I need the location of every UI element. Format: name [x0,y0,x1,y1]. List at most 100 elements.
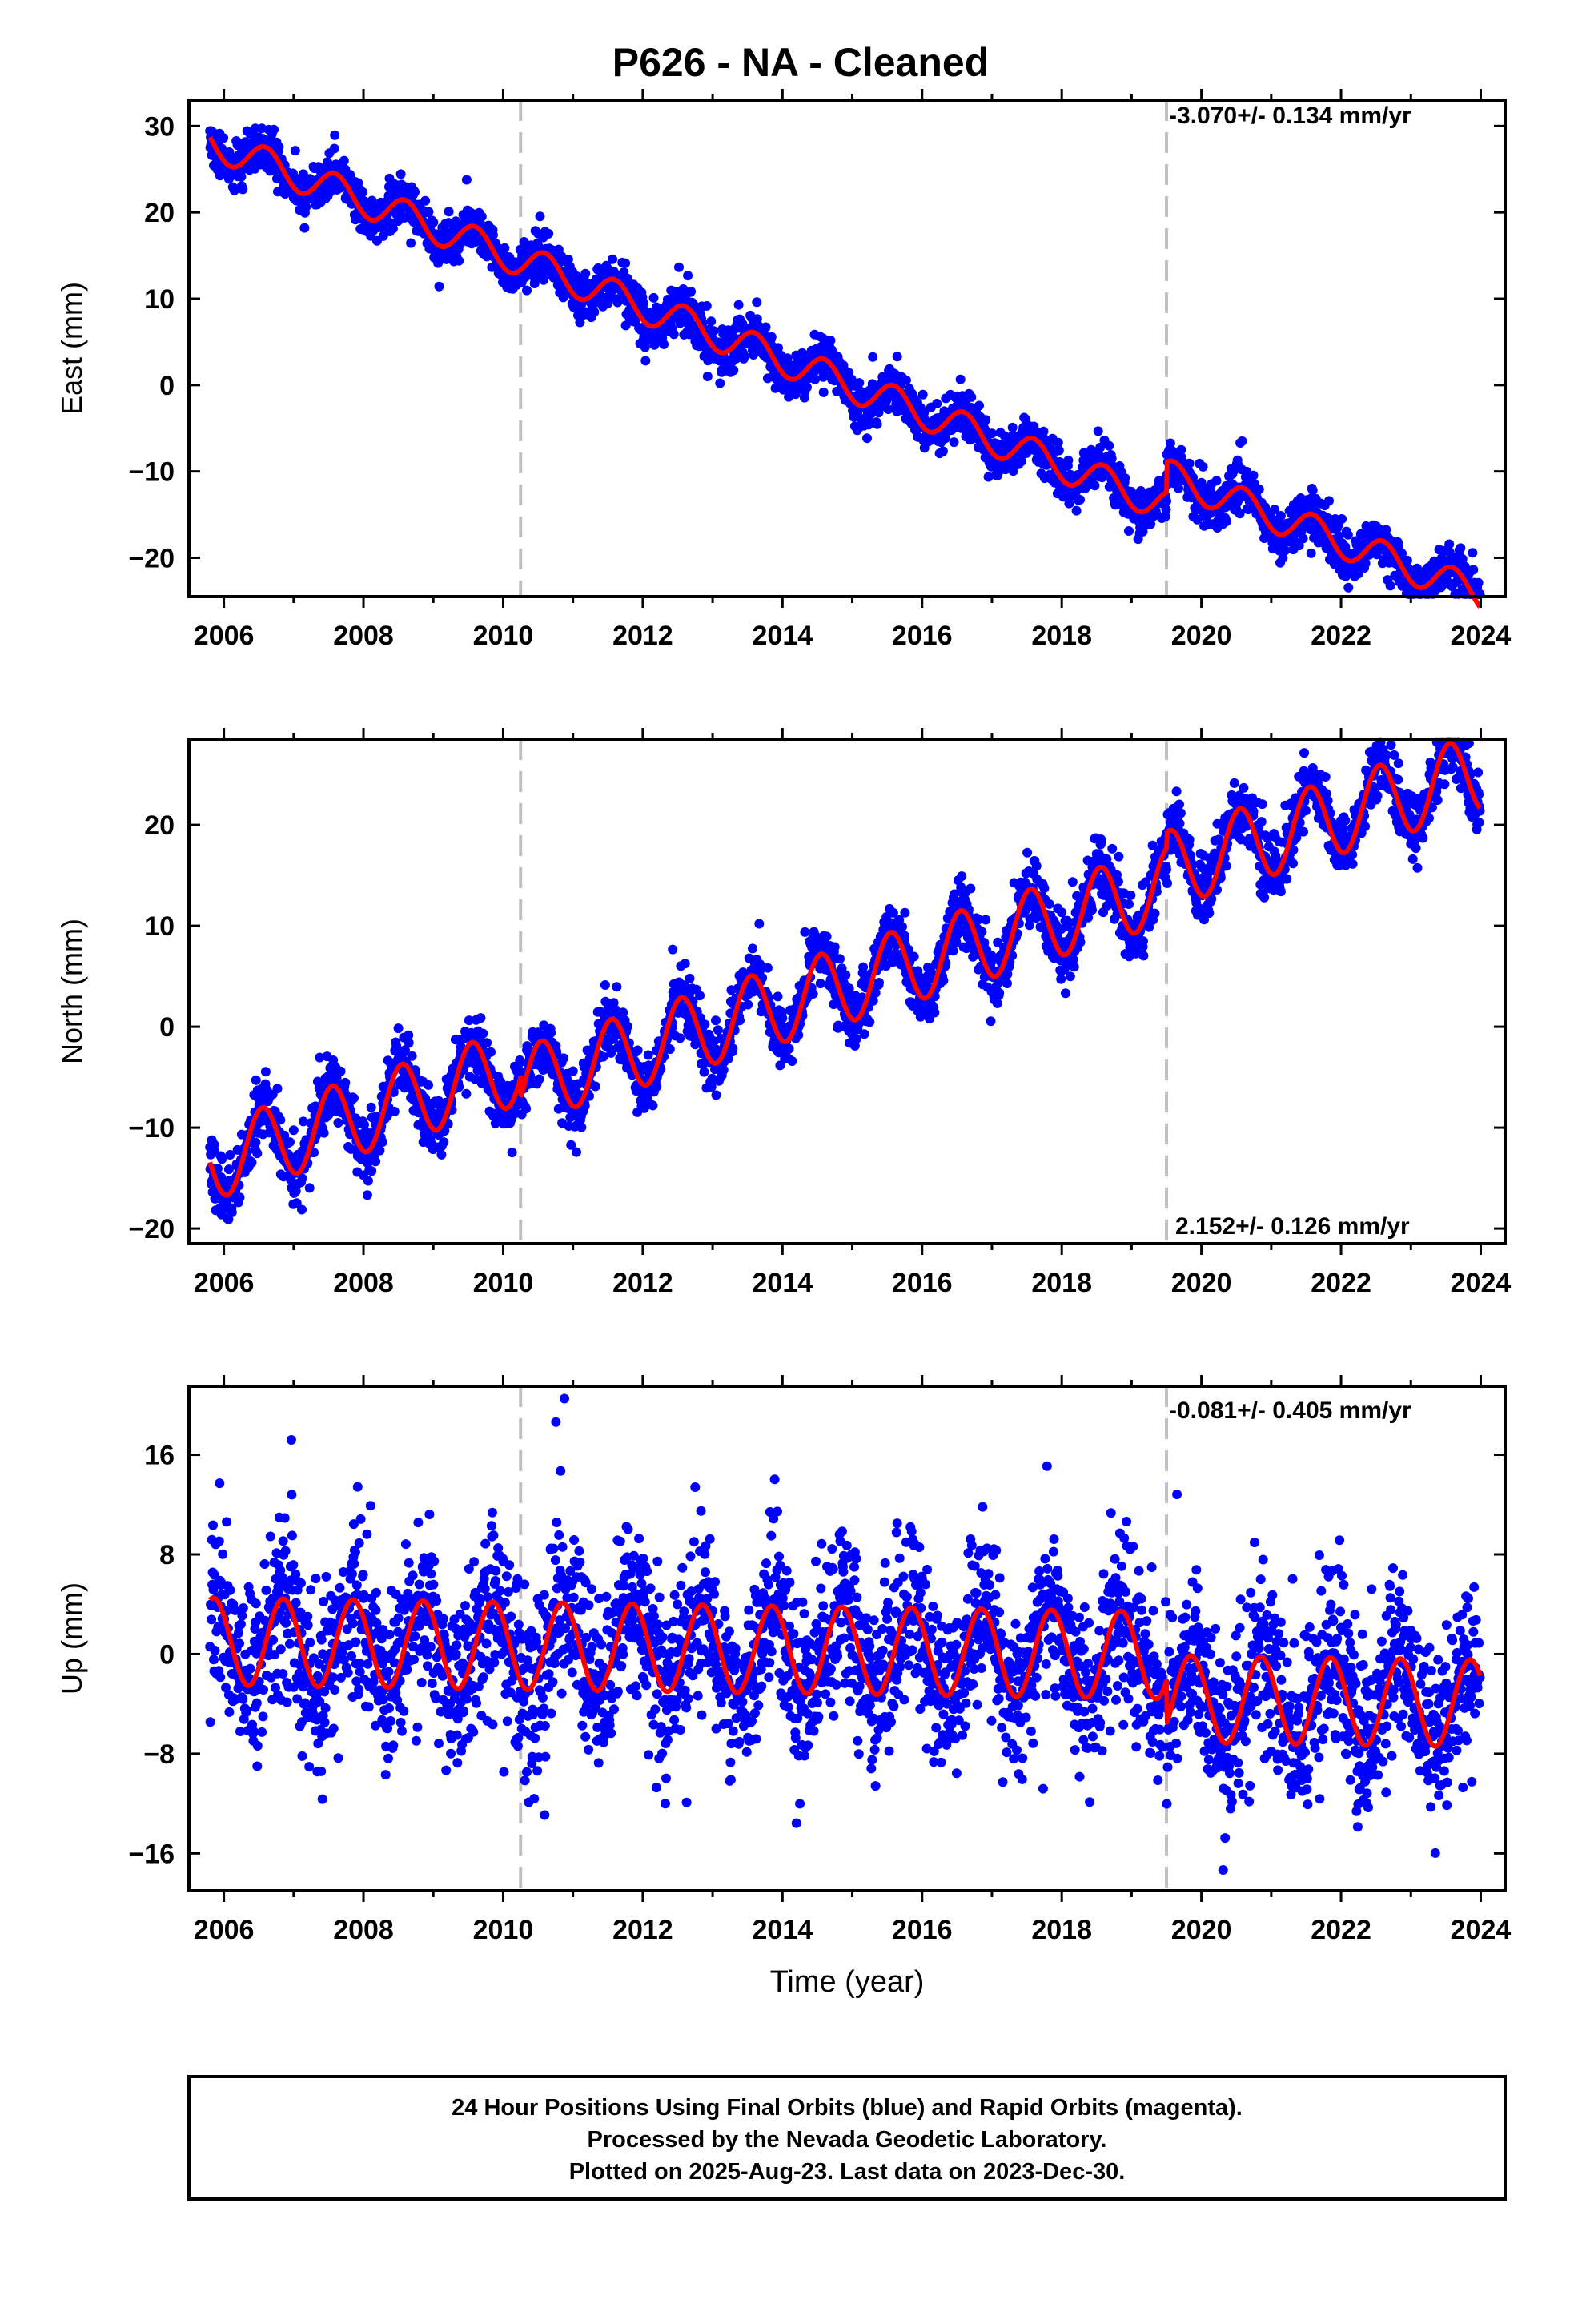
north-data-point [699,1067,709,1077]
east-data-point [219,133,229,143]
east-data-point [974,400,984,411]
east-data-point [1184,458,1195,468]
east-data-point [1298,533,1308,544]
north-data-point [304,1183,315,1193]
east-data-point [706,316,717,327]
north-data-point [821,931,832,942]
north-data-point [835,954,845,964]
north-data-point [275,1115,286,1125]
north-data-point [371,1156,381,1167]
east-data-point [329,143,339,154]
east-data-point [938,446,948,456]
east-data-point [1343,582,1354,593]
east-data-point [1054,445,1064,456]
east-data-point [868,352,878,362]
north-data-point [424,1080,433,1090]
east-data-point [1016,456,1026,467]
east-data-point [862,433,872,444]
north-data-point [668,944,678,955]
north-data-point [700,1019,710,1030]
east-x-tick-label: 2016 [892,621,953,651]
east-data-point [500,243,510,253]
north-data-point [829,942,840,952]
east-data-point [339,155,349,166]
east-data-point [810,374,820,384]
east-data-point [396,169,406,179]
north-data-point [521,1104,532,1114]
north-data-point [439,1137,449,1148]
east-data-point [544,228,554,239]
north-data-point [576,1122,587,1132]
north-data-point [288,1125,299,1136]
north-data-point [748,943,757,954]
east-data-point [966,392,977,402]
north-data-point [800,927,810,937]
north-data-point [568,1066,578,1076]
east-data-point [932,399,942,408]
east-data-point [1254,485,1264,494]
north-data-point [743,999,753,1010]
east-data-point [1275,511,1286,521]
east-markers [519,100,1169,597]
north-data-point [393,1023,404,1034]
east-data-point [406,238,416,248]
east-data-point [444,207,454,217]
east-data-point [420,195,431,206]
north-data-point [348,1093,359,1104]
north-data-point [612,982,622,992]
east-y-tick-label: −10 [128,457,175,488]
east-x-tick-label: 2012 [612,621,673,651]
east-data-point [917,389,928,400]
east-axis-label: East (mm) [55,282,88,415]
north-data-point [478,1028,488,1039]
east-data-point [1473,577,1484,588]
north-data-point [648,1100,658,1111]
east-data-point [892,352,902,362]
east-data-point [1343,529,1353,540]
north-data-point [319,1128,329,1138]
east-data-point [640,356,651,366]
north-data-point [363,1176,373,1186]
east-data-point [1468,565,1479,575]
east-data-point [825,336,836,346]
east-data-point [535,211,545,222]
north-data-point [285,1137,295,1148]
north-data-point [711,1090,721,1100]
north-data-point [461,1088,472,1099]
north-data-point [784,1043,794,1054]
north-data-point [808,989,818,999]
east-x-tick-label: 2006 [194,621,255,651]
east-data-point [290,146,300,156]
north-data-point [713,1025,723,1035]
north-data-point [773,991,783,1002]
east-data-point [330,130,340,140]
east-y-tick-label: −20 [128,543,175,573]
east-data-point [955,374,966,384]
north-data-point [685,973,695,983]
east-data-point [901,375,911,385]
north-data-point [507,1148,517,1158]
north-data-point [247,1157,257,1168]
east-data-point [476,211,487,222]
east-data-point [612,297,623,308]
north-data-point [815,979,825,989]
east-data-point [238,184,248,195]
east-data-point [1360,558,1371,569]
east-data-point [589,307,600,317]
east-data-point [1402,555,1412,565]
north-data-point [252,1148,263,1159]
east-data-point [434,281,444,292]
east-data-point [752,297,762,308]
north-data-point [486,1047,496,1057]
east-data-point [1324,496,1334,506]
north-data-point [546,1027,556,1038]
north-data-point [787,1056,797,1066]
east-x-tick-label: 2022 [1311,621,1371,651]
east-data-point [1063,455,1074,465]
east-rate-label: -3.070+/- 0.134 mm/yr [1169,103,1411,129]
east-data-point [274,142,284,152]
north-data-point [665,1044,675,1055]
east-data-point [987,428,997,439]
east-data-point [608,254,618,264]
